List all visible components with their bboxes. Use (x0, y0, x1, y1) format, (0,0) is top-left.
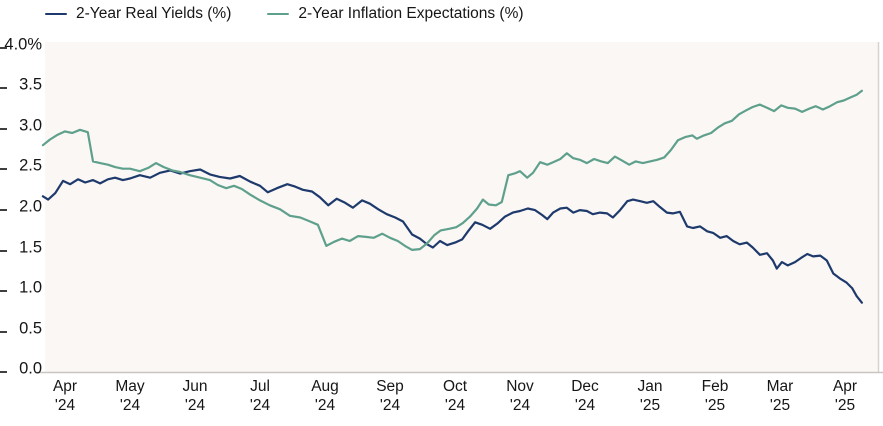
legend-swatch-inflation-expectations-icon (267, 12, 290, 16)
legend-label-real-yields: 2-Year Real Yields (%) (76, 5, 232, 22)
series-line-real-yields (41, 168, 864, 304)
legend-label-inflation-expectations: 2-Year Inflation Expectations (%) (298, 5, 524, 22)
legend-item-inflation-expectations: 2-Year Inflation Expectations (%) (267, 5, 524, 23)
legend-item-real-yields: 2-Year Real Yields (%) (45, 5, 231, 23)
series-line-inflation-expectations (41, 89, 864, 251)
plot-background (45, 42, 879, 372)
chart-legend: 2-Year Real Yields (%) 2-Year Inflation … (45, 5, 524, 23)
legend-swatch-real-yields-icon (45, 12, 67, 16)
